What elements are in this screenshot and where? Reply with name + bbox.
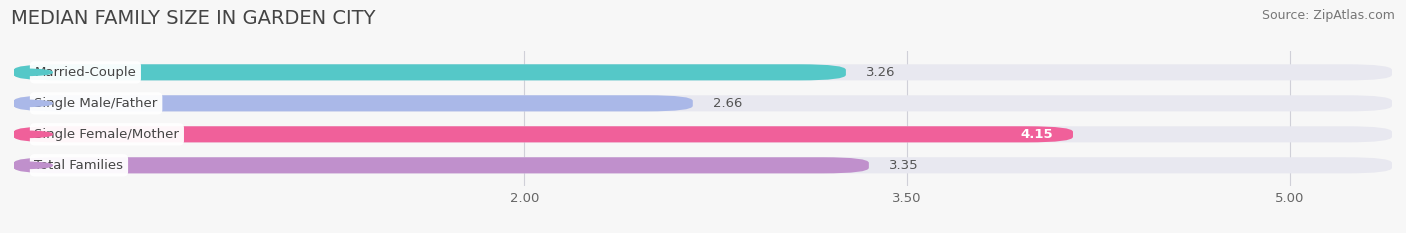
- Text: 4.15: 4.15: [1019, 128, 1053, 141]
- Circle shape: [1, 162, 52, 168]
- FancyBboxPatch shape: [14, 64, 846, 80]
- Circle shape: [1, 69, 52, 75]
- FancyBboxPatch shape: [14, 126, 1392, 142]
- Text: 2.66: 2.66: [713, 97, 742, 110]
- Text: Married-Couple: Married-Couple: [35, 66, 136, 79]
- FancyBboxPatch shape: [14, 126, 1073, 142]
- Text: Source: ZipAtlas.com: Source: ZipAtlas.com: [1261, 9, 1395, 22]
- Text: MEDIAN FAMILY SIZE IN GARDEN CITY: MEDIAN FAMILY SIZE IN GARDEN CITY: [11, 9, 375, 28]
- FancyBboxPatch shape: [14, 157, 869, 173]
- FancyBboxPatch shape: [14, 95, 693, 111]
- Circle shape: [1, 131, 52, 137]
- FancyBboxPatch shape: [14, 95, 1392, 111]
- Text: Single Male/Father: Single Male/Father: [35, 97, 157, 110]
- FancyBboxPatch shape: [14, 157, 1392, 173]
- FancyBboxPatch shape: [14, 64, 1392, 80]
- Text: 3.26: 3.26: [866, 66, 896, 79]
- Text: Single Female/Mother: Single Female/Mother: [35, 128, 180, 141]
- Circle shape: [1, 100, 52, 106]
- Text: 3.35: 3.35: [889, 159, 920, 172]
- Text: Total Families: Total Families: [35, 159, 124, 172]
